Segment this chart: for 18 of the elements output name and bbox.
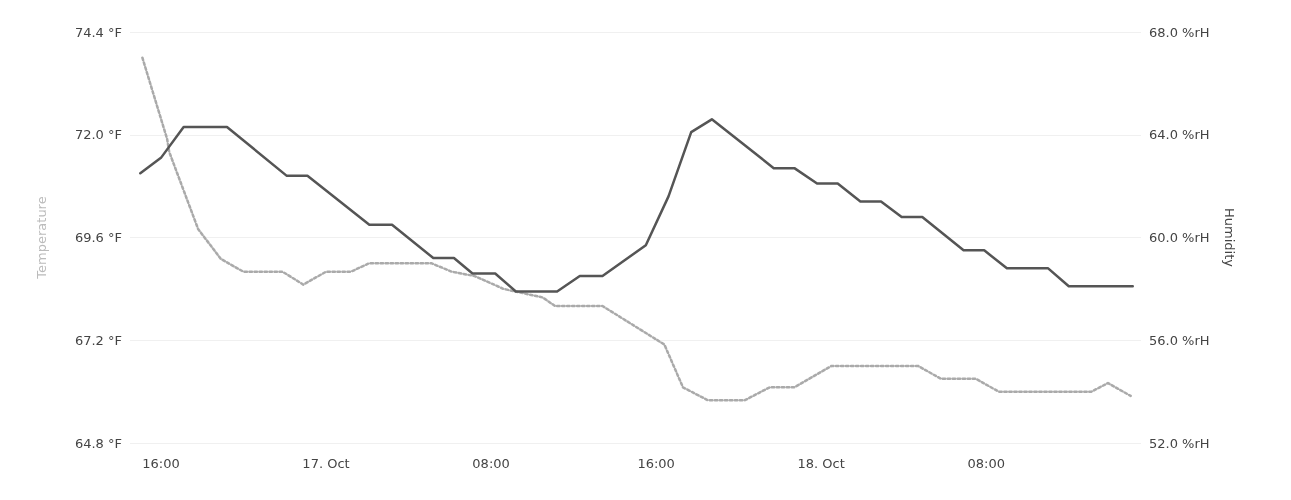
y-tick-label: 64.8 °F <box>74 435 122 451</box>
y-axis-title: Temperature <box>34 196 49 280</box>
y2-tick-label: 52.0 %rH <box>1149 435 1210 451</box>
x-tick-label: 18. Oct <box>797 456 845 471</box>
y2-axis-title: Humidity <box>1222 208 1237 268</box>
y-tick-label: 67.2 °F <box>74 332 122 348</box>
x-tick-label: 08:00 <box>472 456 510 471</box>
y-tick-label: 74.4 °F <box>74 24 122 40</box>
x-tick-label: 17. Oct <box>302 456 350 471</box>
x-tick-label: 16:00 <box>637 456 675 471</box>
y-tick-label: 72.0 °F <box>74 127 122 143</box>
y-tick-label: 69.6 °F <box>74 230 122 245</box>
y2-tick-label: 64.0 %rH <box>1149 127 1210 143</box>
x-tick-label: 16:00 <box>142 456 180 471</box>
x-tick-label: 08:00 <box>967 456 1005 471</box>
y2-tick-label: 68.0 %rH <box>1149 24 1210 40</box>
y2-tick-label: 60.0 %rH <box>1149 230 1210 245</box>
y2-tick-label: 56.0 %rH <box>1149 332 1210 348</box>
